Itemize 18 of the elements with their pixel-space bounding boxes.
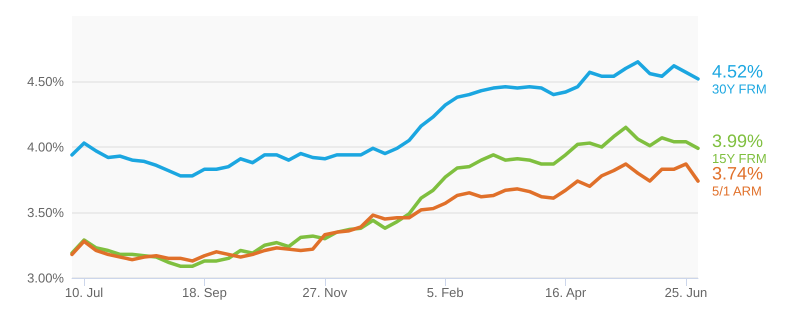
x-tick-label: 18. Sep [182,285,227,300]
series-label: 5/1 ARM [712,184,762,199]
y-tick-label: 4.50% [27,74,64,89]
data-label: 3.74% [712,164,764,184]
x-tick-label: 10. Jul [64,285,104,300]
y-tick-label: 4.00% [27,140,64,154]
data-label: 3.99% [712,130,764,151]
x-tick-label: 25. Jun [664,285,708,300]
line-series [70,60,700,178]
x-tick-label: 16. Apr [544,285,587,300]
data-label: 4.52% [712,61,764,82]
y-tick-label: 3.00% [27,270,64,286]
series-label: 30Y FRM [712,81,767,96]
x-tick-label: 27. Nov [302,285,348,300]
line-series [70,162,700,263]
y-tick-label: 3.50% [27,205,64,220]
x-tick-label: 5. Feb [426,285,464,300]
series-label: 15Y FRM [712,150,767,166]
